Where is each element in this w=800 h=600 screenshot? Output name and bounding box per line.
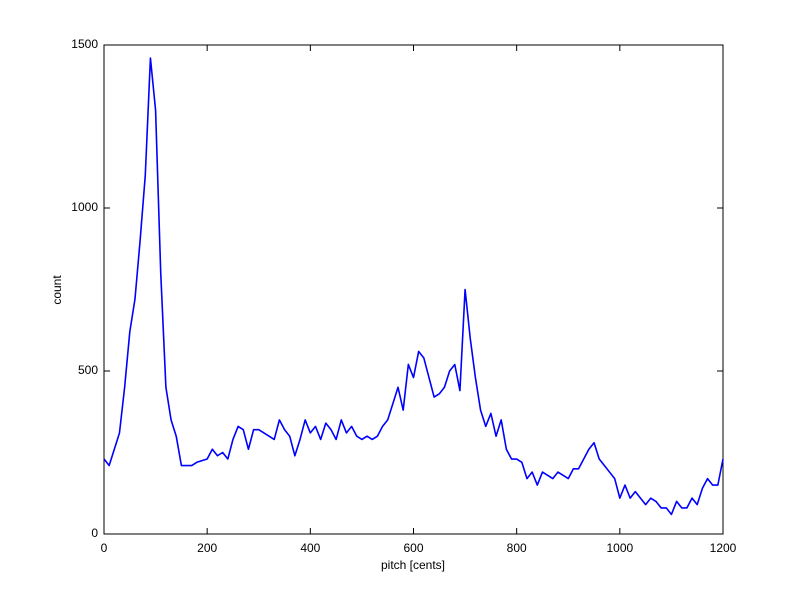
x-tick-label: 600: [403, 541, 423, 555]
x-tick-label: 1000: [606, 541, 633, 555]
y-tick-label: 1500: [71, 37, 98, 51]
x-tick-label: 400: [300, 541, 320, 555]
plot-frame: [103, 44, 724, 535]
x-tick-label: 1200: [710, 541, 737, 555]
y-tick-label: 0: [91, 526, 98, 540]
x-tick-label: 0: [101, 541, 108, 555]
x-tick-label: 200: [197, 541, 217, 555]
y-axis-label: count: [50, 275, 64, 305]
x-tick-label: 800: [507, 541, 527, 555]
data-line: [103, 57, 724, 516]
y-tick-label: 500: [78, 363, 98, 377]
y-tick-label: 1000: [71, 200, 98, 214]
x-axis-label: pitch [cents]: [381, 558, 445, 572]
